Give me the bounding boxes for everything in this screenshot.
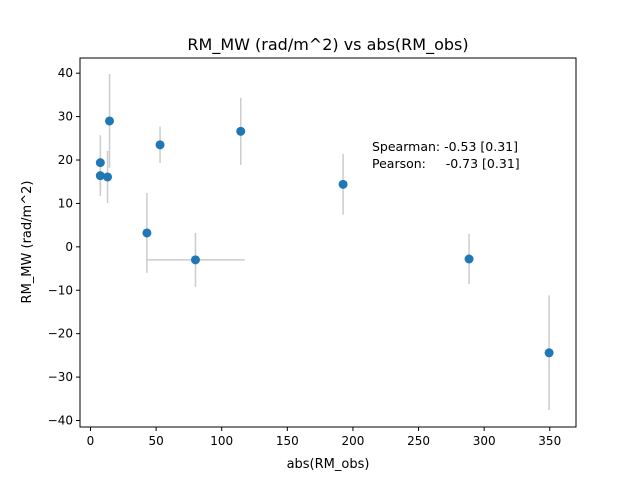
axes-frame <box>79 57 577 428</box>
spearman-annotation: Spearman: -0.53 [0.31] <box>372 139 518 154</box>
data-point <box>338 179 348 189</box>
x-tick-label: 350 <box>538 434 561 448</box>
data-point <box>95 158 105 168</box>
data-point <box>190 255 200 265</box>
data-point <box>544 348 554 358</box>
data-point <box>236 126 246 136</box>
x-tick-label: 200 <box>341 434 364 448</box>
data-point <box>105 116 115 126</box>
x-axis-label: abs(RM_obs) <box>287 457 370 472</box>
x-tick-label: 50 <box>148 434 163 448</box>
data-point <box>464 254 474 264</box>
y-tick-label: −10 <box>48 283 73 297</box>
data-point <box>95 171 105 181</box>
y-tick-label: 20 <box>58 153 73 167</box>
chart-title: RM_MW (rad/m^2) vs abs(RM_obs) <box>187 35 468 55</box>
data-point <box>155 140 165 150</box>
y-tick-label: 0 <box>65 240 73 254</box>
data-point <box>142 228 152 238</box>
y-axis-label: RM_MW (rad/m^2) <box>20 181 35 304</box>
y-tick-label: −30 <box>48 370 73 384</box>
plot-area: 0 50 100 150 200 250 300 350 −40 −30 −20 −10 0 10 20 30… <box>48 57 577 448</box>
x-tick-label: 150 <box>276 434 299 448</box>
y-tick-label: 30 <box>58 110 73 124</box>
y-tick-label: −40 <box>48 413 73 427</box>
x-tick-label: 300 <box>473 434 496 448</box>
y-tick-label: 40 <box>58 66 73 80</box>
x-tick-label: 0 <box>87 434 95 448</box>
pearson-annotation: Pearson: -0.73 [0.31] <box>372 156 520 171</box>
y-tick-label: 10 <box>58 196 73 210</box>
x-tick-label: 100 <box>210 434 233 448</box>
data-point <box>103 172 113 182</box>
x-tick-label: 250 <box>407 434 430 448</box>
y-tick-label: −20 <box>48 327 73 341</box>
